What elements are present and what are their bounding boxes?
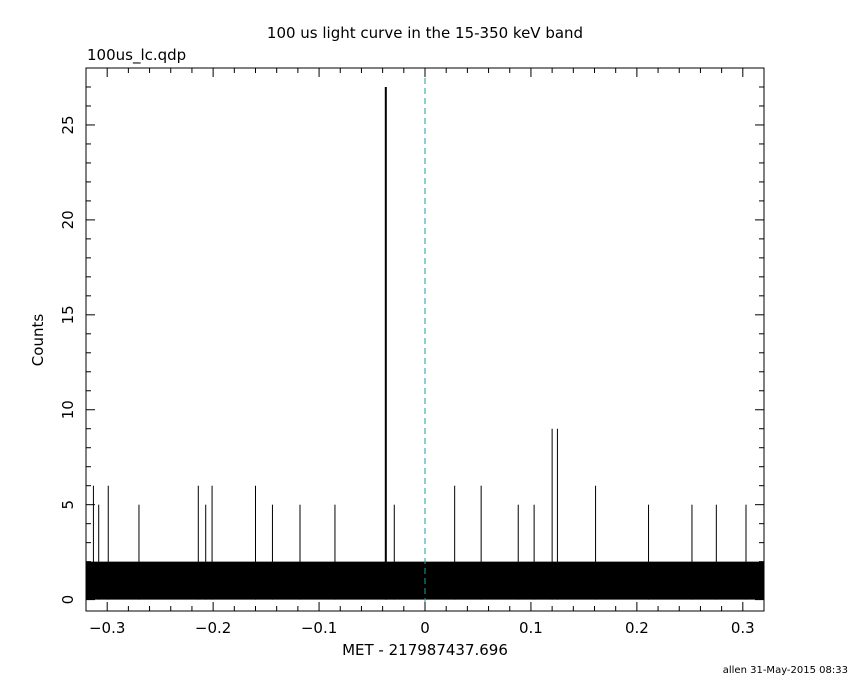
y-tick-labels: 0 5 10 15 20 25	[59, 115, 77, 604]
x-tick-label: −0.3	[89, 619, 125, 637]
x-tick-label: −0.1	[301, 619, 337, 637]
y-tick-label: 25	[59, 115, 77, 134]
x-tick-label: 0.2	[625, 619, 649, 637]
footer-stamp: allen 31-May-2015 08:33	[723, 665, 848, 676]
y-tick-label: 20	[59, 210, 77, 229]
tick-layer	[85, 68, 765, 611]
file-label: 100us_lc.qdp	[87, 46, 186, 65]
y-tick-label: 10	[59, 400, 77, 419]
y-tick-label: 0	[59, 595, 77, 605]
x-tick-label: 0.3	[731, 619, 755, 637]
x-tick-labels: −0.3 −0.2 −0.1 0 0.1 0.2 0.3	[89, 619, 755, 637]
x-axis-label: MET - 217987437.696	[342, 641, 508, 659]
x-tick-label: −0.2	[195, 619, 231, 637]
y-tick-label: 15	[59, 305, 77, 324]
x-tick-label: 0	[420, 619, 430, 637]
x-tick-label: 0.1	[519, 619, 543, 637]
y-tick-label: 5	[59, 500, 77, 510]
y-axis-label: Counts	[29, 314, 47, 367]
chart-title: 100 us light curve in the 15-350 keV ban…	[267, 24, 583, 42]
